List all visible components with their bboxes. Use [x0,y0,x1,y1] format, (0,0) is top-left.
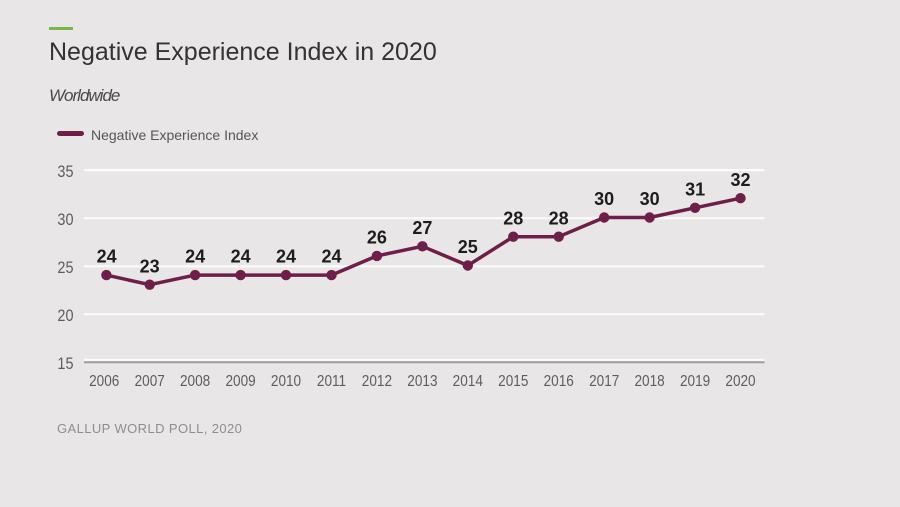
svg-text:2016: 2016 [544,373,574,390]
svg-text:27: 27 [412,218,432,238]
svg-text:2018: 2018 [634,373,664,390]
svg-text:15: 15 [57,355,73,373]
svg-text:28: 28 [549,208,569,228]
svg-text:20: 20 [57,307,73,325]
svg-text:2013: 2013 [407,373,437,390]
svg-text:24: 24 [276,247,296,267]
svg-text:28: 28 [503,208,523,228]
svg-text:2015: 2015 [498,373,528,390]
svg-text:2020: 2020 [725,373,755,390]
svg-text:24: 24 [97,247,117,267]
svg-text:2011: 2011 [317,373,346,390]
svg-text:2007: 2007 [135,373,165,390]
svg-text:30: 30 [57,211,73,229]
svg-text:2012: 2012 [362,373,392,390]
svg-text:25: 25 [57,259,73,277]
svg-text:25: 25 [458,237,478,257]
svg-text:24: 24 [321,247,341,267]
svg-text:24: 24 [185,247,205,267]
svg-text:2014: 2014 [453,373,483,390]
svg-text:2017: 2017 [589,373,619,390]
svg-text:24: 24 [231,247,251,267]
svg-text:26: 26 [367,228,387,248]
svg-text:32: 32 [730,170,750,190]
svg-text:2009: 2009 [225,373,255,390]
svg-text:2010: 2010 [271,373,301,390]
svg-text:30: 30 [640,189,660,209]
svg-text:2008: 2008 [180,373,210,390]
svg-text:30: 30 [594,189,614,209]
svg-text:2019: 2019 [680,373,710,390]
svg-text:35: 35 [57,163,73,181]
svg-text:31: 31 [685,179,705,199]
svg-text:2006: 2006 [89,373,119,390]
svg-text:23: 23 [140,256,160,276]
